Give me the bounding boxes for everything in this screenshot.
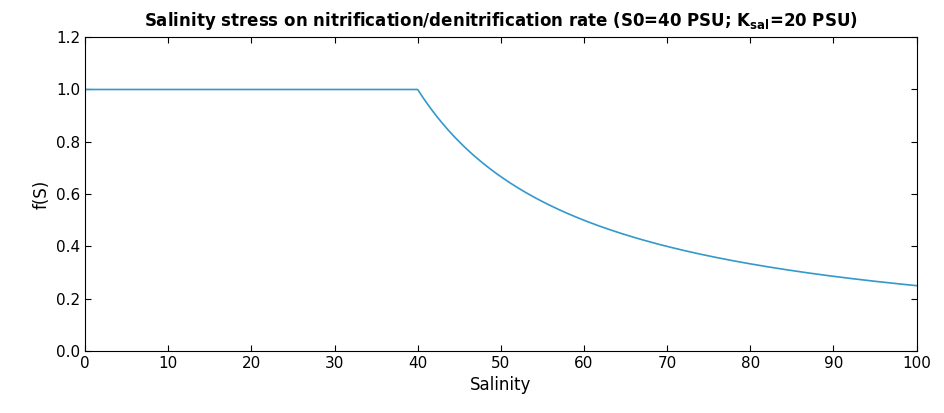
X-axis label: Salinity: Salinity xyxy=(470,377,531,394)
Title: Salinity stress on nitrification/denitrification rate (S0=40 PSU; $\mathbf{K}_{\: Salinity stress on nitrification/denitri… xyxy=(143,10,857,32)
Y-axis label: f(S): f(S) xyxy=(32,180,50,209)
